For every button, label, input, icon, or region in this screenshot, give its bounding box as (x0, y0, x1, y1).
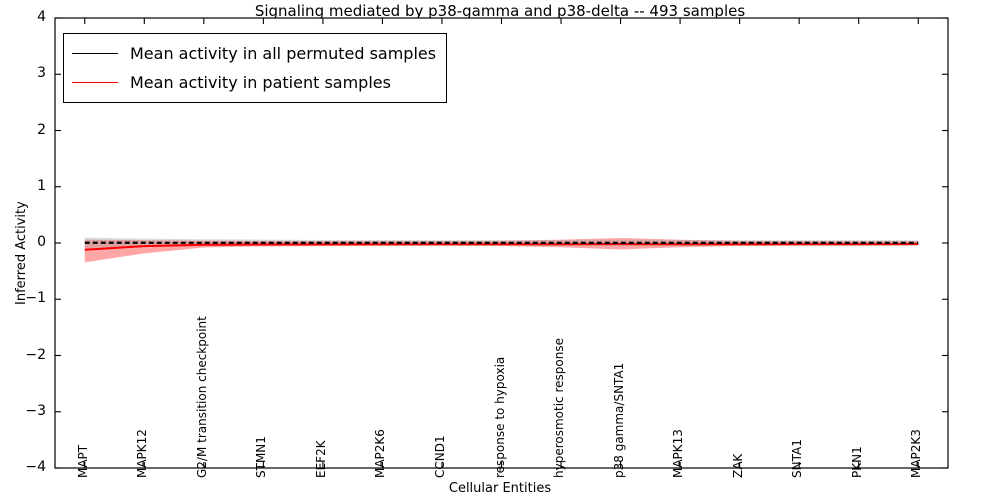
y-tick-label: −2 (25, 346, 46, 363)
x-tick-label: MAPK13 (671, 429, 686, 478)
y-tick-label: 3 (37, 65, 46, 82)
y-tick-label: −1 (25, 290, 46, 307)
x-tick-label: MAPT (75, 444, 90, 478)
y-tick-label: −4 (25, 459, 46, 475)
legend-swatch-permuted (72, 53, 118, 54)
y-tick-label: 4 (37, 9, 46, 25)
x-tick-label: SNTA1 (790, 439, 805, 478)
legend-label-permuted: Mean activity in all permuted samples (130, 44, 437, 63)
x-tick-label: MAP2K6 (373, 429, 388, 478)
legend-item: Mean activity in all permuted samples (72, 39, 436, 68)
x-tick-label: G2/M transition checkpoint (194, 316, 209, 478)
x-tick-label: response to hypoxia (492, 356, 507, 478)
chart-legend: Mean activity in all permuted samples Me… (63, 33, 448, 103)
x-tick-label: ZAK (730, 453, 745, 478)
legend-item: Mean activity in patient samples (72, 68, 436, 97)
x-axis-label: Cellular Entities (448, 481, 552, 496)
legend-label-patient: Mean activity in patient samples (130, 73, 391, 92)
x-tick-label: hyperosmotic response (552, 338, 567, 478)
x-tick-label: MAPK12 (135, 429, 150, 478)
x-tick-label: p38 gamma/SNTA1 (611, 362, 626, 478)
legend-swatch-patient (72, 82, 118, 83)
y-tick-label: −3 (25, 402, 46, 419)
x-tick-label: CCND1 (432, 435, 447, 478)
x-tick-label: STMN1 (254, 436, 269, 478)
x-tick-label: EEF2K (313, 440, 328, 478)
x-tick-label: MAP2K3 (909, 429, 924, 478)
y-tick-label: 0 (37, 234, 46, 250)
y-tick-label: 1 (37, 177, 46, 194)
chart-title: Signaling mediated by p38-gamma and p38-… (254, 2, 746, 20)
y-tick-label: 2 (37, 121, 46, 138)
x-tick-label: PKN1 (849, 446, 864, 478)
